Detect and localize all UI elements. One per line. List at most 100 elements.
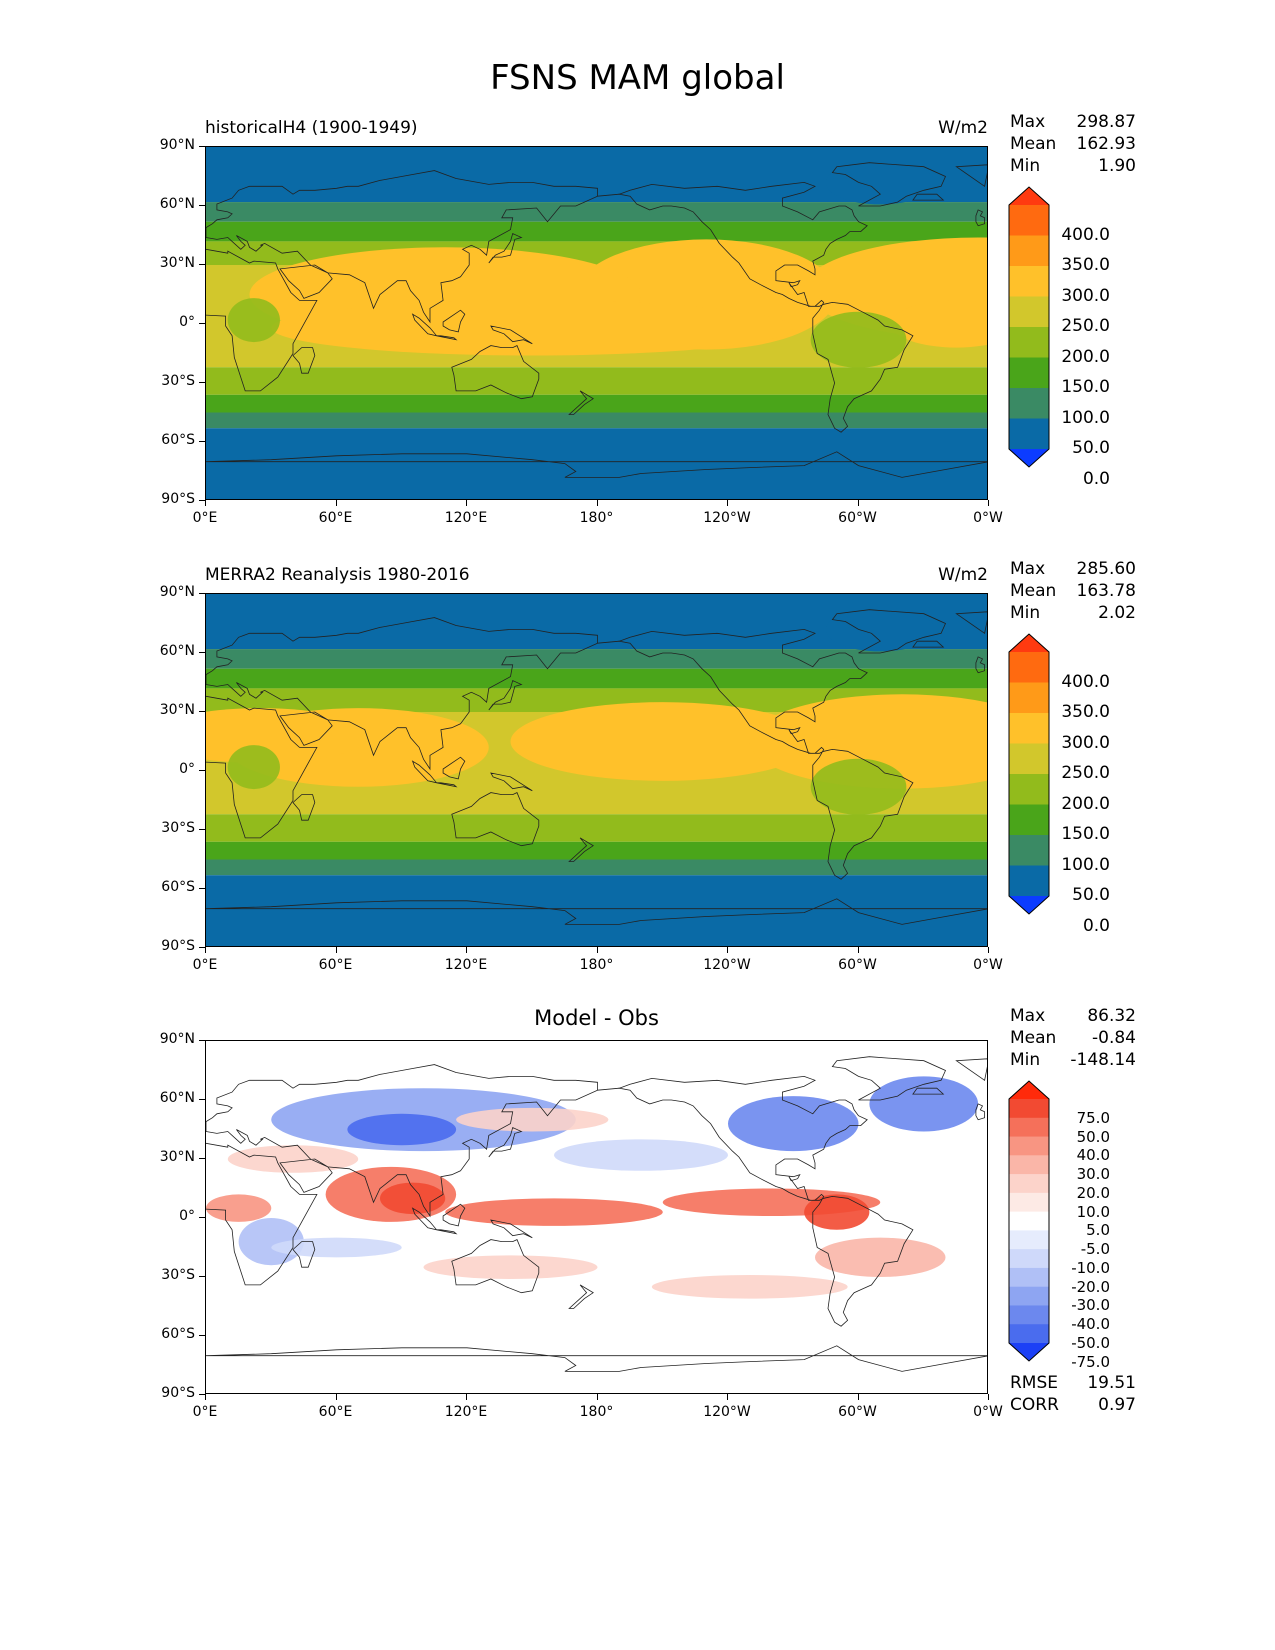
colorbar-label: 400.0 xyxy=(1061,671,1110,692)
lat-tick-mark xyxy=(199,888,205,889)
lon-tick-label: 0°W xyxy=(973,1404,1003,1420)
lon-tick-mark xyxy=(727,947,728,953)
colorbar-label: 20.0 xyxy=(1076,1183,1110,1202)
lon-tick-mark xyxy=(335,1394,337,1400)
colorbar-label: 10.0 xyxy=(1076,1202,1110,1221)
lat-tick-mark xyxy=(199,1217,205,1218)
lat-tick-label: 60°N xyxy=(159,643,195,659)
panel-stats: Max 298.87 Mean 162.93 Min 1.90 xyxy=(1010,111,1136,177)
lat-tick-mark xyxy=(199,441,205,442)
lat-tick-mark xyxy=(199,264,205,265)
lon-tick-label: 60°W xyxy=(838,957,877,973)
lat-tick-label: 90°N xyxy=(159,584,195,600)
lon-tick-label: 180° xyxy=(579,957,614,973)
colorbar-label: -10.0 xyxy=(1071,1258,1110,1277)
colorbar-label: 350.0 xyxy=(1061,255,1110,275)
map-plot-area xyxy=(205,593,988,947)
colorbar-label: 150.0 xyxy=(1061,377,1110,397)
colorbar-label: -5.0 xyxy=(1080,1240,1110,1259)
lat-tick-label: 90°N xyxy=(159,1031,195,1047)
colorbar-label: 40.0 xyxy=(1076,1146,1110,1165)
lat-tick-label: 30°N xyxy=(159,255,195,271)
metric-corr-label: CORR xyxy=(1010,1395,1059,1415)
lat-tick-label: 30°N xyxy=(159,1149,195,1165)
colorbar-label: 100.0 xyxy=(1061,854,1110,875)
map-field xyxy=(206,147,987,499)
lon-tick-mark xyxy=(335,500,337,506)
panel-left-title: historicalH4 (1900-1949) xyxy=(205,118,418,138)
map-plot-area xyxy=(205,146,988,500)
colorbar-label: 50.0 xyxy=(1072,438,1110,458)
lon-tick-mark xyxy=(857,500,859,506)
metric-corr-value: 0.97 xyxy=(1098,1395,1136,1415)
stat-max-value: 86.32 xyxy=(1087,1006,1136,1026)
colorbar-label: 100.0 xyxy=(1061,407,1110,428)
stat-max: Max 298.87 xyxy=(1010,111,1136,133)
lat-tick-mark xyxy=(199,711,205,712)
colorbar xyxy=(1008,1080,1050,1362)
coastlines xyxy=(206,162,987,478)
stat-max-label: Max xyxy=(1010,1006,1046,1026)
lat-tick-label: 30°S xyxy=(161,820,195,836)
colorbar-label: 300.0 xyxy=(1061,285,1110,306)
lat-tick-mark xyxy=(199,1158,205,1159)
colorbar-label: -30.0 xyxy=(1071,1296,1110,1315)
lat-tick-mark xyxy=(199,323,205,324)
lon-tick-label: 180° xyxy=(579,1404,614,1420)
lon-tick-label: 0°E xyxy=(192,510,218,526)
colorbar-label: 350.0 xyxy=(1061,702,1110,722)
lon-tick-mark xyxy=(335,947,337,953)
lon-tick-label: 0°E xyxy=(192,957,218,973)
lat-tick-label: 90°N xyxy=(159,137,195,153)
stat-min-label: Min xyxy=(1010,603,1041,623)
colorbar-label: 75.0 xyxy=(1076,1108,1110,1127)
figure-title: FSNS MAM global xyxy=(490,58,785,98)
lat-tick-mark xyxy=(199,652,205,653)
colorbar xyxy=(1008,186,1050,468)
colorbar-label: 250.0 xyxy=(1061,316,1110,336)
lat-tick-mark xyxy=(199,1394,205,1395)
colorbar-label: 0.0 xyxy=(1082,468,1110,489)
lat-tick-mark xyxy=(199,500,205,501)
colorbar-label: 400.0 xyxy=(1061,224,1110,245)
lat-tick-label: 0° xyxy=(179,1208,195,1224)
lon-tick-mark xyxy=(988,500,989,506)
lon-tick-mark xyxy=(988,947,989,953)
coastlines xyxy=(206,1056,987,1372)
colorbar-label: 5.0 xyxy=(1086,1221,1110,1240)
stat-max: Max 86.32 xyxy=(1010,1005,1136,1027)
stat-min-value: -148.14 xyxy=(1070,1050,1136,1070)
lon-tick-mark xyxy=(727,1394,728,1400)
stat-max-value: 285.60 xyxy=(1076,559,1136,579)
metric-rmse-label: RMSE xyxy=(1010,1373,1059,1393)
lon-tick-mark xyxy=(466,1394,467,1400)
lon-tick-label: 60°E xyxy=(318,510,353,526)
lon-tick-label: 60°W xyxy=(838,1404,877,1420)
lon-tick-mark xyxy=(596,947,598,953)
lon-tick-mark xyxy=(205,500,206,506)
lat-tick-label: 60°S xyxy=(161,1326,195,1342)
lon-tick-label: 120°E xyxy=(444,1404,488,1420)
colorbar-label: 300.0 xyxy=(1061,732,1110,753)
metric-corr: CORR 0.97 xyxy=(1010,1394,1136,1416)
lat-tick-mark xyxy=(199,1335,205,1336)
lat-tick-label: 30°S xyxy=(161,373,195,389)
lat-tick-mark xyxy=(199,770,205,771)
lon-tick-label: 120°E xyxy=(444,957,488,973)
lat-tick-mark xyxy=(199,593,205,594)
lat-tick-label: 90°S xyxy=(161,938,195,954)
lat-tick-label: 0° xyxy=(179,314,195,330)
lon-tick-label: 0°W xyxy=(973,957,1003,973)
lat-tick-label: 60°S xyxy=(161,432,195,448)
lon-tick-mark xyxy=(466,500,467,506)
lat-tick-mark xyxy=(199,1099,205,1100)
stat-min: Min -148.14 xyxy=(1010,1049,1136,1071)
colorbar xyxy=(1008,633,1050,915)
map-plot-area xyxy=(205,1040,988,1394)
metric-rmse-value: 19.51 xyxy=(1087,1373,1136,1393)
lat-tick-mark xyxy=(199,146,205,147)
colorbar-label: 0.0 xyxy=(1082,915,1110,936)
stat-min-label: Min xyxy=(1010,156,1041,176)
panel-units: W/m2 xyxy=(938,565,988,585)
lon-tick-mark xyxy=(727,500,728,506)
